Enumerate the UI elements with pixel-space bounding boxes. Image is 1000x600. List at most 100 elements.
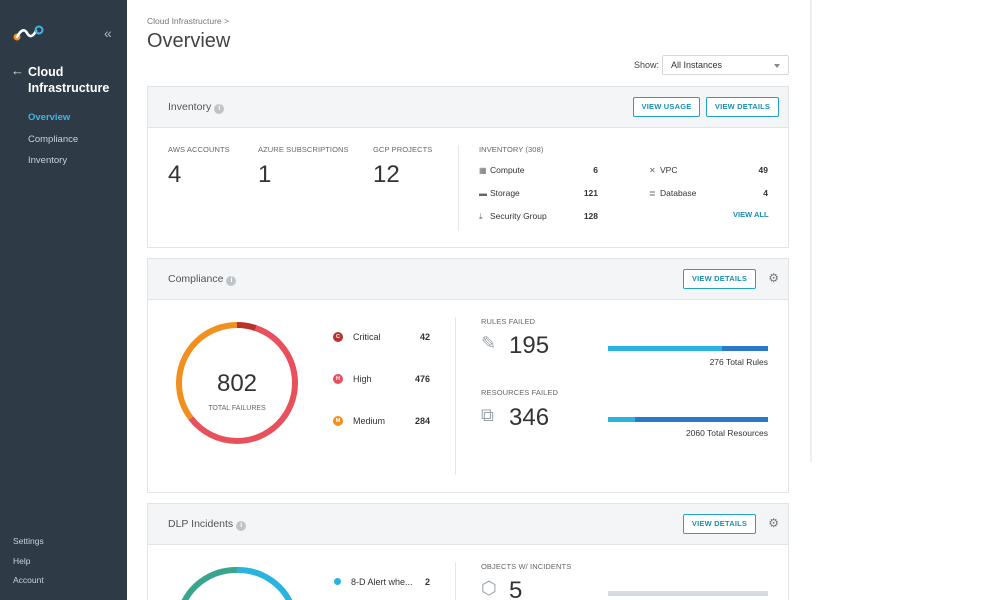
objects-cube-icon: ⬡	[481, 578, 497, 598]
breadcrumb[interactable]: Cloud Infrastructure >	[147, 16, 229, 26]
dlp-title-text: DLP Incidents	[168, 518, 234, 530]
show-label: Show:	[634, 60, 660, 70]
compute-label: Compute	[490, 165, 525, 175]
info-icon[interactable]: i	[226, 276, 237, 286]
view-usage-button[interactable]: VIEW USAGE	[633, 97, 700, 117]
vpc-label: VPC	[660, 165, 678, 175]
view-all-link[interactable]: VIEW ALL	[733, 210, 769, 219]
donut-segment-medium	[176, 322, 298, 444]
compliance-card-header: Compliance i VIEW DETAILS ⚙	[148, 259, 788, 300]
objects-bar	[608, 591, 768, 596]
medium-value: 284	[414, 416, 430, 426]
inventory-row-database[interactable]: ≣ Database	[649, 188, 696, 198]
rules-total-text: 276 Total Rules	[709, 357, 768, 367]
collapse-sidebar-icon[interactable]: «	[104, 25, 112, 41]
storage-value: 121	[583, 188, 598, 198]
sidebar-item-help[interactable]: Help	[13, 555, 31, 566]
dlp-legend-value: 2	[424, 577, 430, 587]
sidebar: « ← Cloud Infrastructure Overview Compli…	[0, 0, 127, 600]
dlp-title: DLP Incidents i	[168, 518, 247, 531]
back-arrow-icon[interactable]: ←	[11, 63, 24, 78]
rules-failed-value: 195	[509, 332, 550, 359]
inventory-row-security-group[interactable]: ⤓ Security Group	[479, 211, 547, 222]
donut-segment-high	[176, 322, 298, 444]
dlp-view-details-button[interactable]: VIEW DETAILS	[683, 514, 756, 534]
gear-icon[interactable]: ⚙	[768, 516, 779, 530]
compute-value: 6	[593, 165, 598, 175]
critical-label: Critical	[353, 332, 381, 342]
database-label: Database	[660, 188, 697, 198]
sidebar-section-title: Cloud Infrastructure	[28, 65, 110, 95]
resources-total-text: 2060 Total Resources	[685, 428, 768, 438]
total-failures-label: TOTAL FAILURES	[208, 405, 266, 412]
sidebar-item-compliance[interactable]: Compliance	[28, 133, 79, 145]
dlp-card-header: DLP Incidents i VIEW DETAILS ⚙	[148, 504, 788, 545]
dlp-divider	[455, 562, 456, 600]
security-group-value: 128	[583, 211, 598, 221]
critical-value: 42	[419, 332, 430, 342]
chevron-down-icon	[774, 64, 780, 68]
security-group-icon: ⤓	[479, 212, 483, 221]
dlp-card: DLP Incidents i VIEW DETAILS ⚙ 8-D Alert …	[147, 503, 789, 600]
sidebar-item-inventory[interactable]: Inventory	[28, 155, 68, 166]
compliance-title-text: Compliance	[168, 273, 224, 285]
database-value: 4	[763, 188, 768, 198]
high-badge-icon: H	[333, 374, 343, 384]
critical-badge-letter: C	[336, 334, 340, 340]
sidebar-item-settings[interactable]: Settings	[13, 536, 44, 546]
sidebar-bottom-nav: Settings Help Account	[13, 536, 44, 595]
instances-select-value: All Instances	[671, 60, 723, 70]
compliance-view-details-button[interactable]: VIEW DETAILS	[683, 269, 756, 289]
info-icon[interactable]: i	[236, 521, 247, 531]
medium-badge-icon: M	[333, 416, 343, 426]
inventory-view-details-button[interactable]: VIEW DETAILS	[706, 97, 779, 117]
azure-subscriptions-label: AZURE SUBSCRIPTIONS	[258, 145, 349, 154]
security-group-label: Security Group	[490, 211, 547, 221]
inventory-row-storage[interactable]: ▬ Storage	[479, 188, 520, 198]
gcp-projects-label: GCP PROJECTS	[373, 145, 433, 154]
critical-badge-icon: C	[333, 332, 343, 342]
inventory-divider	[458, 145, 459, 231]
compliance-title: Compliance i	[168, 273, 237, 286]
dlp-donut-segment-green	[181, 566, 238, 600]
dlp-legend-label: 8-D Alert whe...	[351, 577, 413, 587]
inventory-row-compute[interactable]: ▦ Compute	[479, 165, 525, 175]
gcp-projects-value: 12	[373, 161, 400, 188]
medium-label: Medium	[353, 416, 386, 426]
sidebar-item-account[interactable]: Account	[13, 575, 44, 585]
resources-failed-bar-fill	[608, 417, 636, 422]
rules-failed-bar-fill	[608, 346, 722, 351]
compliance-card: Compliance i VIEW DETAILS ⚙ 802 TOTAL FAI…	[147, 258, 789, 493]
sidebar-nav: Overview Compliance Inventory	[28, 112, 78, 177]
rules-failed-label: RULES FAILED	[481, 317, 536, 326]
total-failures-value: 802	[217, 370, 257, 397]
inventory-count-label: INVENTORY (308)	[479, 145, 544, 154]
scroll-divider	[810, 0, 812, 462]
high-label: High	[353, 374, 372, 384]
inventory-card-header: Inventory i VIEW USAGE VIEW DETAILS	[148, 87, 788, 128]
vpc-icon: ✕	[649, 166, 656, 175]
resources-failed-value: 346	[509, 404, 550, 431]
failures-donut: 802 TOTAL FAILURES	[176, 322, 298, 444]
info-icon[interactable]: i	[214, 104, 225, 114]
sidebar-item-overview[interactable]: Overview	[28, 112, 71, 123]
logo-icon[interactable]	[12, 23, 46, 43]
medium-badge-letter: M	[335, 418, 341, 424]
resources-failed-bar	[608, 417, 768, 422]
inventory-row-vpc[interactable]: ✕ VPC	[649, 165, 677, 175]
ruler-icon: ✎	[481, 333, 497, 353]
dlp-donut-segment-cyan	[236, 566, 293, 600]
gear-icon[interactable]: ⚙	[768, 271, 779, 285]
high-badge-letter: H	[336, 376, 340, 382]
storage-icon: ▬	[479, 189, 487, 198]
inventory-title-text: Inventory	[168, 101, 212, 113]
dlp-legend-dot	[334, 578, 341, 585]
inventory-card: Inventory i VIEW USAGE VIEW DETAILS AWS A…	[147, 86, 789, 248]
aws-accounts-value: 4	[168, 161, 182, 188]
aws-accounts-label: AWS ACCOUNTS	[168, 145, 230, 154]
high-value: 476	[414, 374, 430, 384]
instances-select[interactable]: All Instances	[662, 55, 789, 75]
compliance-divider	[455, 317, 456, 475]
resources-box-icon: ⧉	[481, 405, 494, 425]
